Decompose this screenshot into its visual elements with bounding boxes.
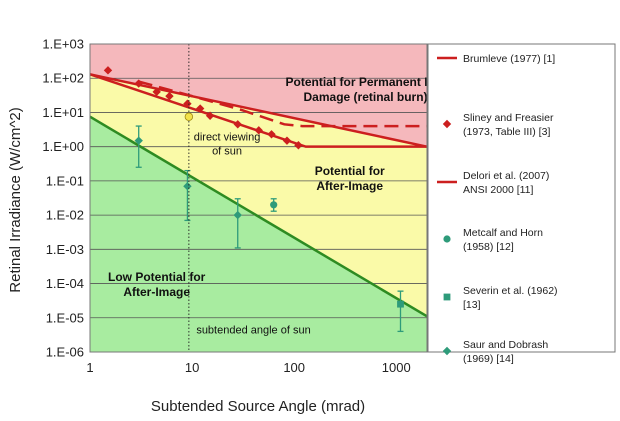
- legend-label-line: Saur and Dobrash: [463, 339, 548, 351]
- x-tick-label: 1000: [382, 360, 411, 375]
- region-label-line: After-Image: [123, 285, 190, 299]
- series-4: [397, 290, 404, 333]
- legend-swatch: [442, 346, 452, 356]
- legend-label-line: Delori et al. (2007): [463, 170, 549, 182]
- legend-label: Sliney and Freasier (1973, Table III) [3]: [463, 112, 554, 138]
- annotation: direct viewing of sun: [194, 132, 261, 158]
- y-tick-label: 1.E-05: [46, 310, 84, 325]
- annotation-line: subtended angle of sun: [196, 324, 310, 336]
- data-point: [267, 130, 276, 139]
- legend-label-line: (1969) [14]: [463, 353, 514, 365]
- legend-label-line: Brumleve (1977) [1]: [463, 53, 555, 65]
- data-point: [397, 300, 404, 308]
- x-tick-label: 1: [86, 360, 93, 375]
- legend-label: Severin et al. (1962) [13]: [463, 285, 558, 311]
- region-label-line: After-Image: [316, 179, 383, 193]
- y-tick-label: 1.E+02: [42, 71, 84, 86]
- data-point: [270, 201, 278, 209]
- region-label-line: Low Potential for: [108, 270, 206, 284]
- legend: Brumleve (1977) [1] Sliney and Freasier (1…: [427, 43, 616, 365]
- boundary-lower-line: [89, 115, 428, 318]
- legend-item: Sliney and Freasier (1973, Table III) [3]: [442, 112, 554, 138]
- series-5: [134, 125, 242, 249]
- y-tick-label: 1.E-02: [46, 208, 84, 223]
- data-point: [254, 126, 263, 135]
- y-tick-label: 1.E-03: [46, 242, 84, 257]
- annotation-line: of sun: [212, 146, 242, 158]
- data-point: [205, 111, 215, 120]
- legend-label-line: Metcalf and Horn: [463, 227, 543, 239]
- data-point: [233, 210, 242, 220]
- legend-item: Saur and Dobrash (1969) [14]: [442, 339, 548, 365]
- legend-swatch: [442, 119, 452, 129]
- x-axis-label: Subtended Source Angle (mrad): [151, 398, 365, 415]
- y-tick-label: 1.E+01: [42, 105, 84, 120]
- legend-label-line: (1958) [12]: [463, 241, 514, 253]
- data-point: [294, 141, 303, 150]
- region-label-line: Potential for Permanent Eye: [286, 75, 446, 89]
- annotations: Potential for Permanent Eye Damage (retin…: [108, 44, 446, 352]
- region-label: Potential for Permanent Eye Damage (retin…: [286, 75, 446, 104]
- y-tick-label: 1.E-04: [46, 276, 84, 291]
- region-label: Low Potential for After-Image: [108, 270, 206, 299]
- y-axis-label: Retinal Irradiance (W/cm^2): [7, 107, 24, 292]
- boundary-upper-line: [89, 73, 428, 148]
- data-point: [183, 181, 192, 191]
- legend-swatch: [443, 235, 451, 243]
- series-line: [89, 73, 427, 148]
- legend-label: Saur and Dobrash (1969) [14]: [463, 339, 548, 365]
- boundary-lines: [89, 73, 428, 318]
- data-point: [183, 99, 192, 108]
- region-fills: [90, 44, 427, 352]
- axes: 1.E-06 1.E-05 1.E-04 1.E-03 1.E-02 1.E-01 1.E+…: [42, 37, 428, 375]
- legend-label: Metcalf and Horn (1958) [12]: [463, 227, 543, 253]
- legend-label-line: (1973, Table III) [3]: [463, 126, 550, 138]
- data-point: [152, 87, 161, 97]
- legend-label-line: [13]: [463, 299, 481, 311]
- region-permanent-damage: [90, 44, 427, 147]
- legend-box: [427, 43, 616, 353]
- x-tick-label: 100: [283, 360, 305, 375]
- y-tick-label: 1.E+00: [42, 139, 84, 154]
- region-label-line: Potential for: [315, 164, 385, 178]
- sun-point: [184, 112, 194, 121]
- y-tick-label: 1.E-06: [46, 345, 84, 360]
- annotation: subtended angle of sun: [196, 324, 310, 336]
- region-label: Potential for After-Image: [315, 164, 385, 193]
- data-series: [89, 66, 427, 333]
- legend-label-line: Sliney and Freasier: [463, 112, 554, 124]
- legend-item: Metcalf and Horn (1958) [12]: [443, 227, 543, 253]
- data-point: [134, 136, 143, 145]
- x-tick-label: 10: [185, 360, 199, 375]
- legend-label-line: ANSI 2000 [11]: [463, 184, 534, 196]
- data-point: [282, 136, 292, 145]
- data-point: [165, 91, 174, 101]
- series-3: [270, 198, 278, 212]
- y-tick-label: 1.E+03: [42, 37, 84, 52]
- series-line: [138, 80, 427, 128]
- data-point: [195, 104, 205, 113]
- legend-label: Brumleve (1977) [1]: [463, 53, 555, 65]
- legend-label-line: Severin et al. (1962): [463, 285, 558, 297]
- series-2: [138, 80, 427, 128]
- legend-item: Delori et al. (2007) ANSI 2000 [11]: [437, 170, 549, 196]
- region-low-potential: [90, 116, 427, 352]
- series-0: [89, 73, 427, 148]
- region-label-line: Damage (retinal burn): [304, 90, 428, 104]
- plot-frame: [89, 43, 428, 353]
- y-tick-label: 1.E-01: [46, 173, 84, 188]
- legend-swatch: [443, 293, 451, 301]
- legend-label: Delori et al. (2007) ANSI 2000 [11]: [463, 170, 549, 196]
- data-point: [103, 66, 113, 75]
- legend-item: Severin et al. (1962) [13]: [443, 285, 558, 311]
- data-point: [233, 120, 242, 129]
- annotation-line: direct viewing: [194, 132, 261, 144]
- legend-item: Brumleve (1977) [1]: [437, 53, 555, 65]
